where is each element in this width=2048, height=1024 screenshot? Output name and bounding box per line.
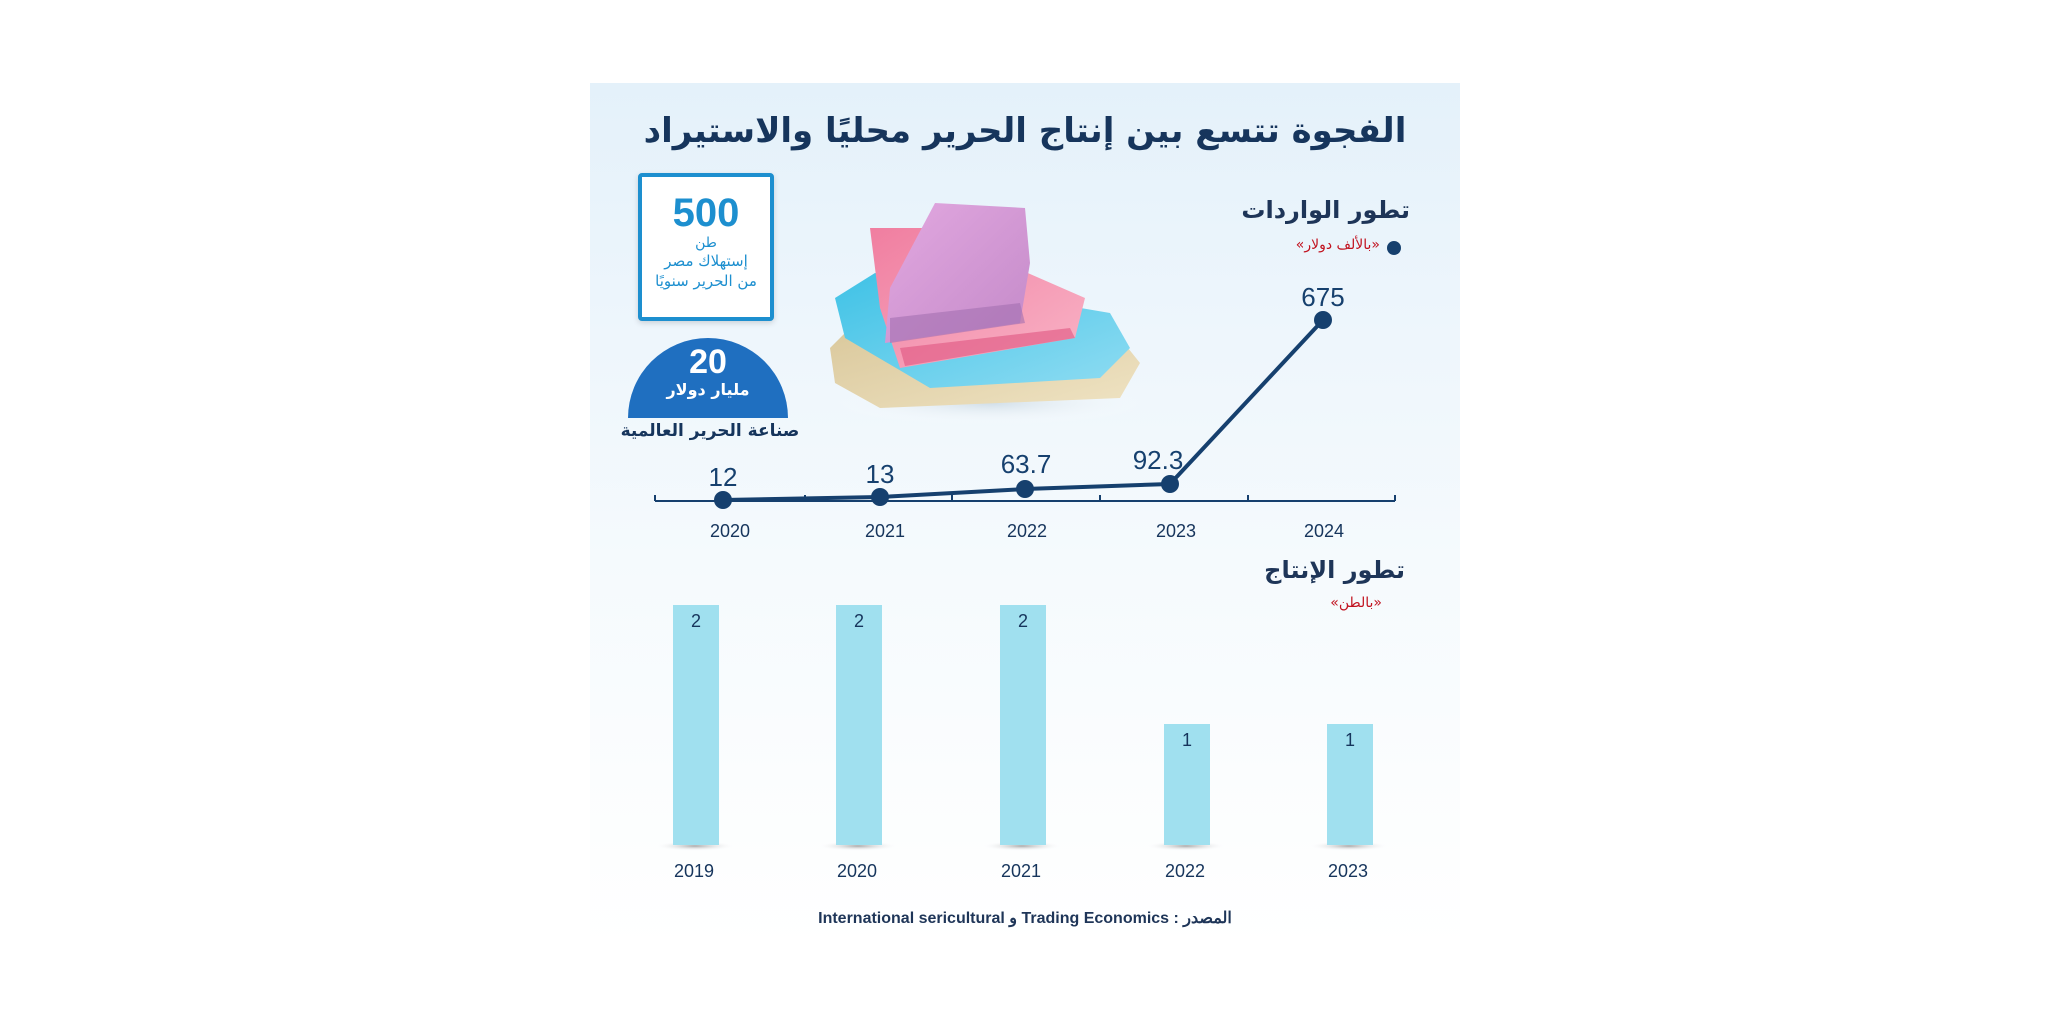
x-label-2021: 2021 (865, 521, 905, 541)
imports-unit: «بالألف دولار» (1295, 237, 1380, 253)
bar-value-2019: 2 (691, 611, 701, 631)
value-label-2022: 63.7 (1001, 449, 1052, 479)
consumption-desc-1: إستهلاك مصر (664, 252, 748, 270)
infographic-card: الفجوة تتسع بين إنتاج الحرير محليًا والا… (590, 83, 1460, 948)
bar-2022 (1164, 724, 1210, 845)
silk-fabric-illustration (830, 203, 1150, 425)
x-label-2024: 2024 (1304, 521, 1344, 541)
x-label-2022: 2022 (1007, 521, 1047, 541)
imports-title: تطور الواردات (1241, 196, 1410, 224)
production-title: تطور الإنتاج (1264, 556, 1405, 584)
bar-value-2020: 2 (854, 611, 864, 631)
bar-value-2021: 2 (1018, 611, 1028, 631)
circle-marker-icon (1387, 241, 1401, 255)
value-label-2024: 675 (1301, 282, 1344, 312)
consumption-stat-box: 500 طن إستهلاك مصر من الحرير سنويًا (638, 173, 774, 321)
consumption-desc-2: من الحرير سنويًا (655, 272, 757, 290)
bar-2019 (673, 605, 719, 845)
consumption-value: 500 (672, 191, 740, 235)
global-industry-caption: صناعة الحرير العالمية (620, 421, 800, 441)
page-title: الفجوة تتسع بين إنتاج الحرير محليًا والا… (643, 111, 1407, 151)
data-point-2023 (1161, 475, 1179, 493)
imports-line-chart: 12 13 63.7 92.3 675 2020 2021 2022 2023 … (654, 282, 1396, 541)
source-note: المصدر : Trading Economics و Internation… (818, 910, 1232, 927)
x-label-2023: 2023 (1156, 521, 1196, 541)
bar-2021 (1000, 605, 1046, 845)
value-label-2021: 13 (866, 459, 895, 489)
value-label-2023: 92.3 (1133, 445, 1184, 475)
bar-value-2022: 1 (1182, 730, 1192, 750)
global-industry-value: 20 (689, 343, 727, 381)
production-unit: «بالطن» (1330, 595, 1382, 611)
production-bar-chart: 2 2 2 1 1 2019 2020 2021 2022 2023 (655, 605, 1389, 881)
data-point-2021 (871, 488, 889, 506)
imports-data-points (714, 311, 1332, 509)
global-industry-dome: 20 مليار دولار (628, 338, 788, 418)
bar-2020 (836, 605, 882, 845)
x-label-2020: 2020 (710, 521, 750, 541)
consumption-unit: طن (695, 235, 717, 251)
bar-x-label-2020: 2020 (837, 861, 877, 881)
data-point-2020 (714, 491, 732, 509)
bar-x-label-2019: 2019 (674, 861, 714, 881)
global-industry-unit: مليار دولار (666, 380, 750, 399)
bar-2023 (1327, 724, 1373, 845)
data-point-2022 (1016, 480, 1034, 498)
value-label-2020: 12 (709, 462, 738, 492)
bar-x-label-2021: 2021 (1001, 861, 1041, 881)
bar-x-label-2022: 2022 (1165, 861, 1205, 881)
bar-x-label-2023: 2023 (1328, 861, 1368, 881)
bar-value-2023: 1 (1345, 730, 1355, 750)
data-point-2024 (1314, 311, 1332, 329)
